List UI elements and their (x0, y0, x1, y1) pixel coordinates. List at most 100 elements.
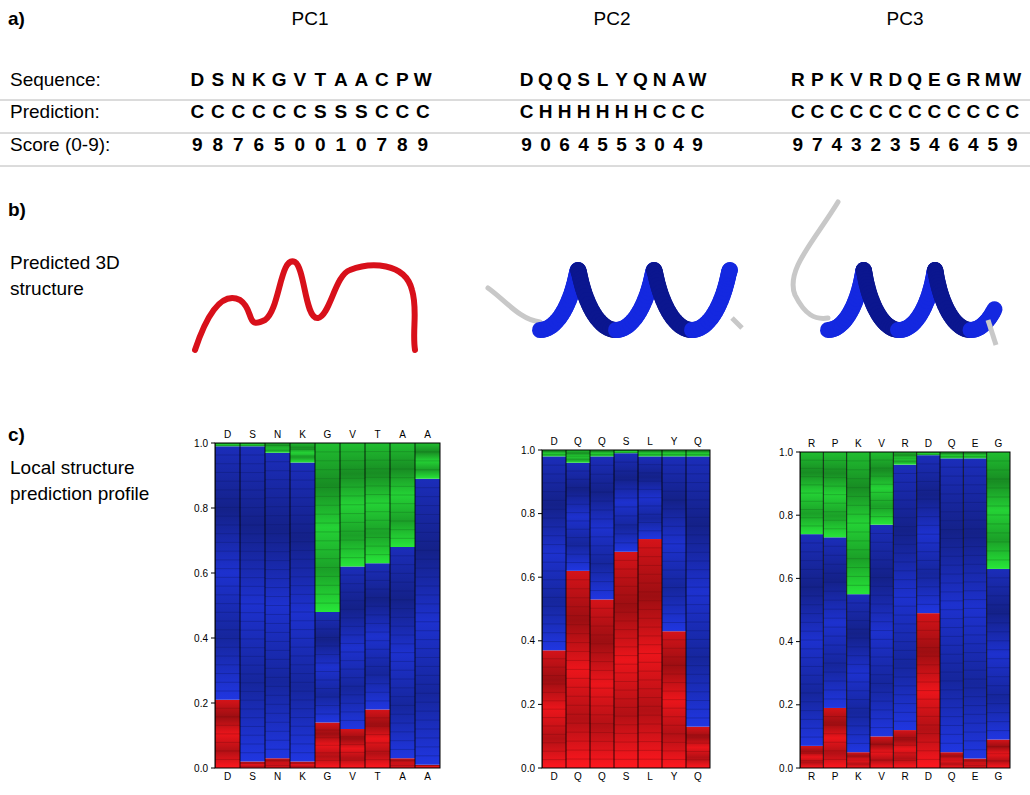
stripe (390, 521, 415, 522)
stripe (893, 517, 916, 518)
stripe (390, 555, 415, 556)
stripe (987, 649, 1010, 650)
stripe (265, 659, 290, 660)
stripe (686, 482, 710, 483)
stripe (987, 604, 1010, 605)
stripe (315, 576, 340, 577)
stripe (870, 752, 893, 753)
bar-segment (265, 443, 290, 453)
stripe (415, 505, 440, 506)
stripe (963, 723, 986, 724)
column-divider (566, 450, 567, 768)
stripe (917, 560, 940, 561)
stripe (917, 690, 940, 691)
bar-segment (917, 613, 940, 768)
stripe (893, 676, 916, 677)
stripe (265, 470, 290, 471)
column-divider (415, 443, 416, 768)
stripe (917, 656, 940, 657)
stripe (662, 639, 686, 640)
stripe (917, 673, 940, 674)
stripe (662, 682, 686, 683)
stripe (290, 576, 315, 577)
stripe (290, 726, 315, 727)
stripe (240, 656, 265, 657)
stripe (415, 711, 440, 712)
stripe (566, 520, 590, 521)
stripe (365, 511, 390, 512)
stripe (566, 562, 590, 563)
stripe (390, 503, 415, 504)
stripe (987, 760, 1010, 761)
stripe (940, 680, 963, 681)
stripe (917, 481, 940, 482)
stripe (963, 687, 986, 688)
stripe (315, 671, 340, 672)
stripe (987, 496, 1010, 497)
bar-segment (566, 571, 590, 768)
y-tick (211, 573, 215, 574)
x-tick-label: V (349, 429, 356, 440)
stripe (315, 478, 340, 479)
stripe (987, 676, 1010, 677)
stripe (686, 560, 710, 561)
x-tick-label: V (349, 771, 356, 782)
stripe (240, 743, 265, 744)
figure: a)Sequence:Prediction:Score (0-9):PC1DSN… (0, 0, 1030, 795)
coil-tail (988, 320, 996, 345)
x-tick-label: Q (694, 436, 702, 447)
stripe (847, 514, 870, 515)
stripe (240, 551, 265, 552)
stripe (917, 647, 940, 648)
stripe (542, 518, 566, 519)
stripe (566, 597, 590, 598)
helix-ribbon (993, 309, 995, 312)
bar-segment (614, 453, 638, 552)
stripe (870, 701, 893, 702)
row-sequence: DSNKGVTAACPW (190, 69, 431, 90)
stripe (987, 505, 1010, 506)
column-divider (963, 452, 964, 768)
stripe (847, 611, 870, 612)
stripe (987, 721, 1010, 722)
stripe (590, 750, 614, 751)
x-tick-label: D (550, 771, 557, 782)
stripe (265, 722, 290, 723)
stripe (800, 595, 823, 596)
stripe (893, 752, 916, 753)
stripe (940, 636, 963, 637)
stripe (566, 504, 590, 505)
stripe (315, 451, 340, 452)
stripe (265, 560, 290, 561)
stripe (823, 477, 846, 478)
stripe (870, 586, 893, 587)
stripe (893, 623, 916, 624)
stripe (686, 595, 710, 596)
stripe (265, 686, 290, 687)
stripe (240, 516, 265, 517)
stripe (614, 595, 638, 596)
stripe (240, 735, 265, 736)
y-tick-label: 0.0 (521, 763, 535, 774)
stripe (215, 568, 240, 569)
stripe (963, 714, 986, 715)
column-divider (590, 450, 591, 768)
row-score: 974323546459 (792, 134, 1017, 155)
stripe (940, 502, 963, 503)
x-tick-label: K (299, 771, 306, 782)
stripe (800, 657, 823, 658)
bar-segment (823, 708, 846, 768)
bar-segment (847, 752, 870, 768)
stripe (893, 597, 916, 598)
stripe (415, 559, 440, 560)
stripe (590, 652, 614, 653)
stripe (686, 526, 710, 527)
stripe (265, 632, 290, 633)
bar-segment (390, 547, 415, 758)
stripe (590, 581, 614, 582)
x-tick-label: D (925, 438, 932, 449)
stripe (365, 623, 390, 624)
stripe (415, 603, 440, 604)
stripe (340, 711, 365, 712)
stripe (662, 465, 686, 466)
